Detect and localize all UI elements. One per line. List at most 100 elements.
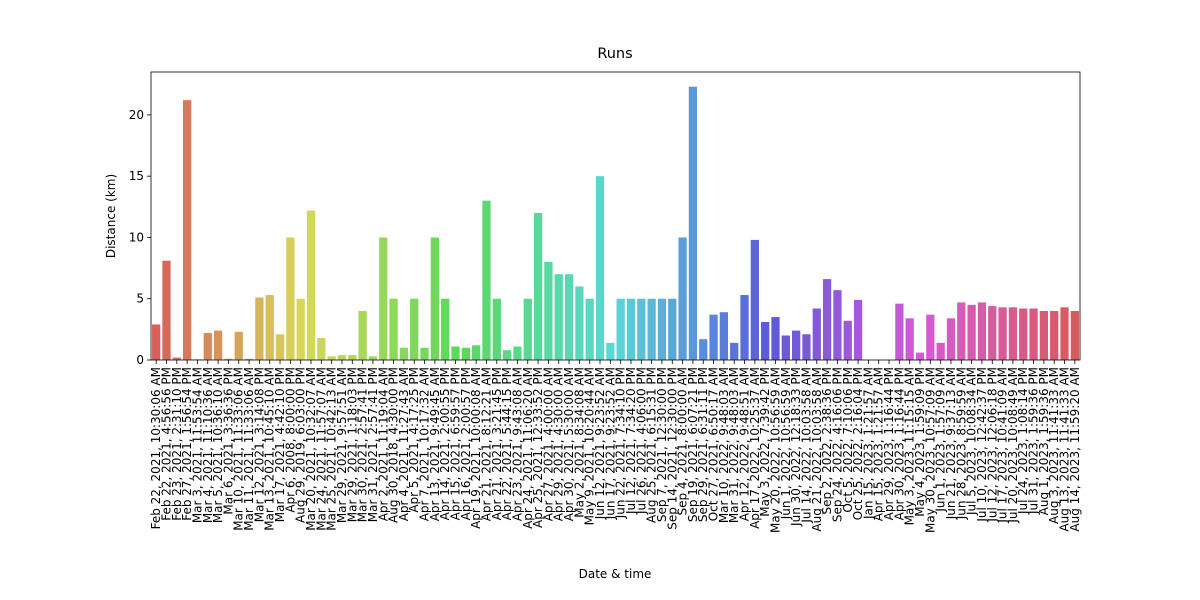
x-tick-label: Feb 22, 2021, 10:30:06 AM [149, 367, 163, 529]
x-tick-label: Jul 26, 2021, 4:06:00 PM [634, 367, 648, 515]
x-tick-label: Feb 23, 2021, 2:31:10 PM [170, 367, 184, 521]
bar [327, 356, 336, 360]
x-tick-label: Jun 1, 2023, 1:57:09 AM [934, 367, 948, 513]
bar [544, 261, 553, 360]
bar [275, 334, 285, 360]
x-tick-label: Mar 13, 2021, 10:45:10 AM [263, 367, 277, 531]
x-tick-label: Mar 31, 2021, 2:57:41 PM [366, 367, 380, 522]
bar [967, 304, 976, 360]
x-tick-label: Jul 10, 2023, 12:42:37 PM [975, 367, 989, 523]
bar [306, 210, 316, 360]
x-tick-label: Feb 22, 2021, 4:56:56 PM [159, 367, 173, 521]
x-tick-label: Mar 30, 2021, 2:57:41 PM [356, 367, 370, 522]
bar [213, 330, 223, 360]
x-tick-label: Apr 24, 2021, 11:06:20 AM [521, 367, 535, 529]
x-tick-label: Mar 3, 2021, 11:53:54 AM [190, 367, 204, 523]
x-tick-label: Mar 31, 2022, 9:48:03 AM [727, 367, 741, 523]
x-tick-label: Jul 12, 2021, 7:34:20 PM [624, 367, 638, 515]
bar [502, 350, 512, 360]
x-tick-label: Sep 19, 2021, 6:07:21 PM [686, 367, 700, 522]
bar [647, 298, 656, 360]
bar [616, 298, 625, 360]
y-axis-label: Distance (km) [104, 174, 118, 258]
x-tick-label: Aug 21, 2022, 10:03:58 AM [810, 367, 824, 532]
y-tick-label: 20 [129, 108, 144, 122]
bar [915, 352, 925, 360]
x-tick-label: Aug 3, 2023, 11:41:33 AM [1047, 367, 1061, 524]
bar [255, 297, 264, 360]
bar [1008, 307, 1018, 360]
bar [678, 237, 687, 360]
x-tick-label: Aug 30, 2018, 4:30:00 PM [387, 367, 401, 523]
x-tick-label: Jun 28, 2023, 8:59:59 AM [954, 367, 968, 520]
x-tick-label: Oct 5, 2022, 7:10:06 PM [841, 367, 855, 513]
bar [750, 239, 759, 360]
bar [843, 320, 852, 360]
x-tick-label: Sep 29, 2021, 6:31:11 PM [696, 367, 710, 522]
bar [472, 345, 481, 360]
bar [606, 342, 615, 360]
bar [296, 298, 305, 360]
bar [317, 337, 326, 360]
x-tick-label: Jul 31, 2023, 1:59:36 PM [1027, 367, 1041, 515]
bar [998, 307, 1007, 360]
bar [812, 308, 821, 360]
x-tick-label: Apr 5, 2021, 4:17:25 PM [407, 367, 421, 513]
bar [926, 314, 935, 360]
x-tick-label: Mar 10, 2021, 11:33:06 AM [232, 367, 246, 531]
bar [482, 200, 491, 360]
x-tick-label: Sep 2, 2022, 2:38:36 PM [820, 367, 834, 515]
x-tick-label: Jun 12, 2021, 9:23:52 AM [593, 367, 607, 520]
x-tick-label: Jul 12, 2023, 12:06:18 PM [985, 367, 999, 523]
x-tick-label: Mar 12, 2021, 3:14:08 PM [252, 367, 266, 522]
x-tick-label: Jun 21, 2023, 9:37:13 AM [944, 367, 958, 520]
x-tick-label: May 20, 2022, 10:56:59 AM [768, 367, 782, 533]
bar [730, 342, 739, 360]
x-tick-label: Jul 24, 2023, 1:08:14 PM [1016, 367, 1030, 515]
bar [152, 324, 161, 360]
bar [761, 322, 770, 360]
x-tick-label: Apr 30, 2021, 5:30:00 AM [562, 367, 576, 521]
x-tick-label: Aug 14, 2023, 11:59:20 AM [1068, 367, 1082, 532]
bar [771, 317, 780, 360]
bar [575, 286, 584, 360]
x-tick-label: May 4, 2023, 1:59:09 PM [913, 367, 927, 517]
bar [389, 298, 398, 360]
x-tick-label: Apr 14, 2021, 2:00:55 PM [438, 367, 452, 520]
bar [1029, 308, 1038, 360]
x-axis-label: Date & time [579, 567, 652, 581]
x-tick-label: Jun 22, 2021, 7:34:10 PM [614, 367, 628, 519]
bar [224, 358, 233, 360]
y-tick-label: 10 [129, 230, 144, 244]
x-tick-label: May 30, 2023, 10:57:09 AM [923, 367, 937, 533]
x-tick-label: Apr 23, 2021, 9:43:08 AM [510, 367, 524, 521]
x-tick-label: May 3, 2022, 7:39:42 PM [758, 367, 772, 517]
x-tick-label: Apr 16, 2021, 2:00:57 PM [459, 367, 473, 520]
bar [740, 295, 749, 360]
x-tick-label: Mar 29, 2021, 1:18:03 PM [345, 367, 359, 522]
bar [905, 318, 914, 360]
bar [513, 346, 522, 360]
y-tick-label: 0 [136, 353, 144, 367]
bar [348, 355, 357, 360]
bar [802, 334, 811, 360]
bar [492, 298, 501, 360]
bar [1039, 310, 1049, 360]
x-tick-label: Apr 22, 2021, 5:44:15 PM [500, 367, 514, 520]
x-tick-label: Mar 24, 2021, 11:57:07 AM [314, 367, 328, 531]
x-tick-label: Apr 17, 2022, 10:25:37 AM [748, 367, 762, 529]
x-tick-label: Apr 21, 2021, 8:12:21 AM [479, 367, 493, 521]
bar [637, 298, 646, 360]
bar [441, 298, 450, 360]
bar [657, 298, 667, 360]
bar [1019, 308, 1028, 360]
bar [709, 314, 718, 360]
x-tick-label: Apr 12, 2022, 9:48:51 AM [738, 367, 752, 521]
x-tick-label: May 3, 2023, 11:15:15 AM [903, 367, 917, 525]
x-tick-label: Oct 27, 2021, 6:50:17 AM [707, 367, 721, 521]
bar [946, 318, 956, 360]
bar [595, 176, 605, 360]
bar [719, 312, 729, 360]
x-tick-label: Apr 25, 2021, 12:33:52 PM [531, 367, 545, 528]
